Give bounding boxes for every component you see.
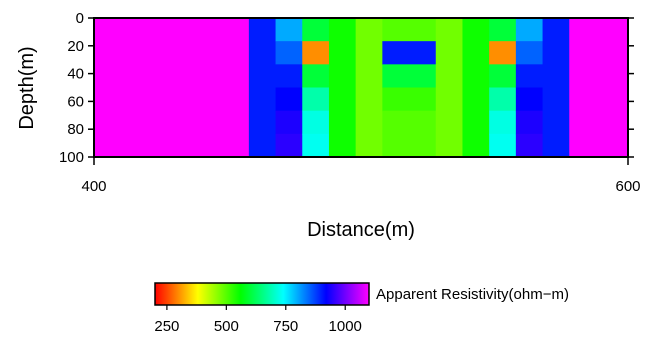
colorbar-label: Apparent Resistivity(ohm−m) xyxy=(376,286,569,303)
heatmap-cell xyxy=(462,18,490,158)
heatmap-cell xyxy=(382,64,437,89)
heatmap-cell xyxy=(489,64,517,89)
y-tick-label: 20 xyxy=(67,38,84,55)
heatmap-cell xyxy=(515,18,544,42)
heatmap-cell xyxy=(435,18,464,158)
heatmap-cell xyxy=(515,41,544,65)
heatmap-cell xyxy=(302,110,330,135)
heatmap-cell xyxy=(94,18,250,158)
x-tick-label: 600 xyxy=(615,178,640,195)
heatmap-cell xyxy=(382,18,437,42)
colorbar-ticks: 250 500 750 1000 xyxy=(154,305,362,335)
y-tick-label: 80 xyxy=(67,121,84,138)
colorbar-tick-label: 750 xyxy=(273,318,298,335)
heatmap-cell xyxy=(275,110,303,135)
heatmap-cell xyxy=(382,133,437,158)
heatmap-cell xyxy=(542,18,570,158)
heatmap xyxy=(94,18,629,158)
heatmap-cell xyxy=(489,110,517,135)
heatmap-cell xyxy=(489,41,517,65)
y-tick-label: 100 xyxy=(59,149,84,166)
y-tick-label: 40 xyxy=(67,66,84,83)
heatmap-cell xyxy=(275,64,303,89)
heatmap-cell xyxy=(382,87,437,112)
colorbar-tick-label: 250 xyxy=(154,318,179,335)
heatmap-cell xyxy=(515,133,544,158)
colorbar xyxy=(154,282,370,306)
heatmap-cell xyxy=(382,41,437,65)
heatmap-cell xyxy=(302,133,330,158)
x-axis: 400 600 xyxy=(81,157,641,195)
heatmap-cell xyxy=(515,110,544,135)
heatmap-cell xyxy=(328,18,357,158)
heatmap-cell xyxy=(489,18,517,42)
heatmap-cell xyxy=(275,41,303,65)
heatmap-cell xyxy=(248,18,277,158)
heatmap-cell xyxy=(515,64,544,89)
y-axis-label: Depth(m) xyxy=(16,46,38,129)
heatmap-cell xyxy=(275,18,303,42)
heatmap-cell xyxy=(515,87,544,112)
heatmap-cell xyxy=(275,133,303,158)
y-tick-label: 60 xyxy=(67,93,84,110)
heatmap-cell xyxy=(302,41,330,65)
y-axis: 0 20 40 60 80 100 xyxy=(59,10,634,166)
heatmap-cell xyxy=(302,64,330,89)
heatmap-cell xyxy=(302,18,330,42)
heatmap-cell xyxy=(489,87,517,112)
y-tick-label: 0 xyxy=(76,10,84,27)
plot-frame xyxy=(93,17,629,158)
heatmap-cell xyxy=(355,18,383,158)
colorbar-tick-label: 500 xyxy=(214,318,239,335)
x-tick-label: 400 xyxy=(81,178,106,195)
heatmap-cell xyxy=(489,133,517,158)
heatmap-cell xyxy=(302,87,330,112)
colorbar-tick-label: 1000 xyxy=(329,318,362,335)
heatmap-cell xyxy=(569,18,629,158)
heatmap-cell xyxy=(275,87,303,112)
x-axis-label: Distance(m) xyxy=(307,219,415,241)
heatmap-cell xyxy=(382,110,437,135)
